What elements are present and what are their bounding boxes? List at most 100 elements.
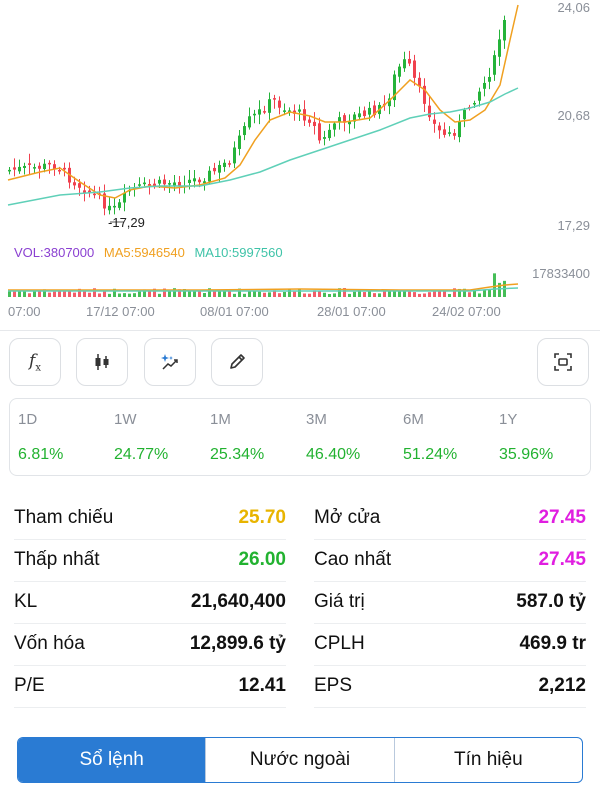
candlestick-chart[interactable]	[0, 0, 600, 330]
candle	[258, 109, 261, 115]
volume-bar	[178, 289, 181, 297]
stat-label: Thấp nhất	[14, 549, 100, 570]
volume-bar	[288, 289, 291, 297]
candle	[218, 165, 221, 173]
volume-bar	[93, 288, 96, 297]
candlestick-button[interactable]	[76, 338, 128, 386]
stat-value: 26.00	[238, 549, 286, 570]
volume-bar	[23, 291, 26, 297]
tab-foreign[interactable]: Nước ngoài	[205, 738, 393, 782]
price-chart[interactable]: 24,06 20,68 17,29 -17,29 VOL:3807000 MA5…	[0, 0, 600, 330]
divider	[0, 330, 600, 331]
volume-bar	[363, 292, 366, 297]
volume-bar	[378, 293, 381, 297]
volume-bar	[303, 293, 306, 297]
candle	[353, 114, 356, 122]
volume-bar	[208, 288, 211, 297]
stats-row: Thấp nhất 26.00 Cao nhất 27.45	[14, 540, 586, 582]
candle	[78, 183, 81, 188]
vol-value: VOL:3807000	[14, 245, 95, 260]
smart-draw-button[interactable]	[144, 338, 196, 386]
perf-value: 24.77%	[114, 446, 169, 463]
volume-bar	[8, 291, 11, 297]
volume-bar	[278, 293, 281, 297]
volume-bar	[108, 293, 111, 297]
candle	[208, 170, 211, 182]
stats-row: Vốn hóa 12,899.6 tỷ CPLH 469.9 tr	[14, 624, 586, 666]
tab-order-book[interactable]: Sổ lệnh	[18, 738, 206, 782]
stat-label: KL	[14, 591, 38, 612]
volume-bar	[458, 288, 461, 297]
volume-bar	[498, 282, 501, 297]
x-axis-label: 17/12 07:00	[86, 304, 155, 319]
candle	[243, 126, 246, 136]
candle	[343, 115, 346, 123]
candle	[123, 192, 126, 203]
volume-bar	[323, 292, 326, 297]
draw-button[interactable]	[211, 338, 263, 386]
candle	[178, 181, 181, 186]
volume-bar	[383, 290, 386, 297]
x-axis-label: 08/01 07:00	[200, 304, 269, 319]
tab-signals[interactable]: Tín hiệu	[393, 738, 582, 782]
candle	[153, 183, 156, 187]
volume-bar	[148, 289, 151, 297]
volume-bar	[258, 291, 261, 297]
volume-bar	[13, 291, 16, 297]
candle	[328, 129, 331, 139]
stat-low: Thấp nhất 26.00	[14, 540, 286, 582]
candle	[188, 179, 191, 184]
candle	[63, 167, 66, 170]
perf-value: 46.40%	[306, 446, 361, 463]
candle	[118, 202, 121, 208]
candle	[483, 82, 486, 89]
vol-ma10-line	[8, 287, 519, 292]
volume-bar	[493, 273, 496, 297]
volume-bar	[238, 288, 241, 297]
candle	[308, 119, 311, 123]
volume-bar	[248, 290, 251, 297]
volume-bar	[358, 289, 361, 297]
stat-value: 21,640,400	[190, 591, 286, 612]
candle	[428, 105, 431, 118]
fullscreen-button[interactable]	[537, 338, 589, 386]
volume-bar	[233, 293, 236, 297]
candle	[138, 184, 141, 186]
candle	[473, 102, 476, 105]
volume-bar	[268, 292, 271, 297]
candle	[448, 132, 451, 134]
function-button[interactable]: fx	[9, 338, 61, 386]
stat-value: 12,899.6 tỷ	[189, 633, 286, 654]
volume-bar	[168, 290, 171, 297]
stat-open: Mở cửa 27.45	[314, 498, 586, 540]
candle	[418, 77, 421, 87]
candle	[433, 119, 436, 124]
candle	[338, 117, 341, 123]
x-axis-label: 24/02 07:00	[432, 304, 501, 319]
stat-label: Giá trị	[314, 591, 365, 612]
candle	[358, 113, 361, 118]
volume-bar	[428, 292, 431, 297]
candle	[298, 109, 301, 112]
candle	[88, 190, 91, 193]
candle	[228, 163, 231, 165]
perf-period: 1W	[114, 411, 137, 428]
candle	[13, 167, 16, 170]
volume-bar	[98, 293, 101, 297]
volume-bar	[128, 293, 131, 297]
volume-bar	[418, 293, 421, 297]
candle	[373, 105, 376, 116]
perf-value: 25.34%	[210, 446, 265, 463]
volume-bar	[343, 288, 346, 297]
candle	[348, 120, 351, 125]
candle	[143, 182, 146, 185]
perf-value: 35.96%	[499, 446, 554, 463]
candle	[43, 163, 46, 170]
volume-bar	[243, 293, 246, 297]
y-axis-label-mid: 20,68	[557, 108, 590, 123]
volume-bar	[263, 292, 266, 297]
x-axis-label: 07:00	[8, 304, 41, 319]
volume-bar	[298, 289, 301, 297]
stat-volume: KL 21,640,400	[14, 582, 286, 624]
candle	[158, 179, 161, 184]
